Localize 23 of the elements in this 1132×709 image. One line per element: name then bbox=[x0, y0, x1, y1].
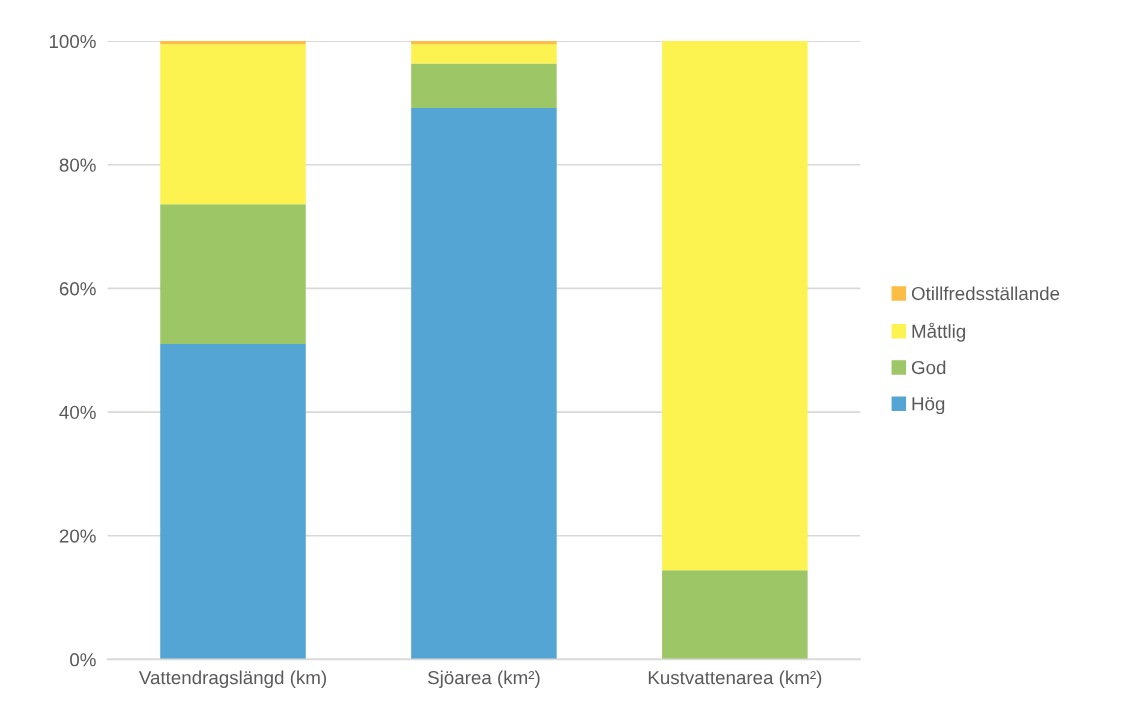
y-tick-label: 60% bbox=[59, 282, 96, 296]
x-tick-label: Kustvattenarea (km²) bbox=[648, 670, 822, 688]
x-tick-label: Vattendragslängd (km) bbox=[138, 670, 326, 688]
bar bbox=[662, 41, 808, 571]
legend-label: Måttlig bbox=[912, 322, 966, 342]
legend-label: Hög bbox=[912, 397, 945, 415]
bar bbox=[411, 44, 557, 64]
bar bbox=[160, 204, 306, 345]
y-tick-label: 0% bbox=[70, 653, 96, 667]
y-tick-label: 80% bbox=[59, 158, 96, 172]
y-tick-label: 40% bbox=[59, 405, 96, 420]
bar bbox=[662, 570, 808, 660]
bar bbox=[411, 63, 557, 108]
bar bbox=[411, 107, 557, 660]
bar bbox=[160, 344, 306, 660]
bar bbox=[411, 41, 557, 45]
bar bbox=[160, 41, 306, 45]
legend-label: God bbox=[911, 360, 946, 375]
legend-label: Otillfredsställande bbox=[911, 286, 1060, 301]
bar bbox=[160, 44, 306, 205]
y-tick-label: 100% bbox=[49, 34, 96, 49]
y-tick-label: 20% bbox=[59, 529, 96, 543]
x-tick-label: Sjöarea (km²) bbox=[428, 670, 540, 688]
